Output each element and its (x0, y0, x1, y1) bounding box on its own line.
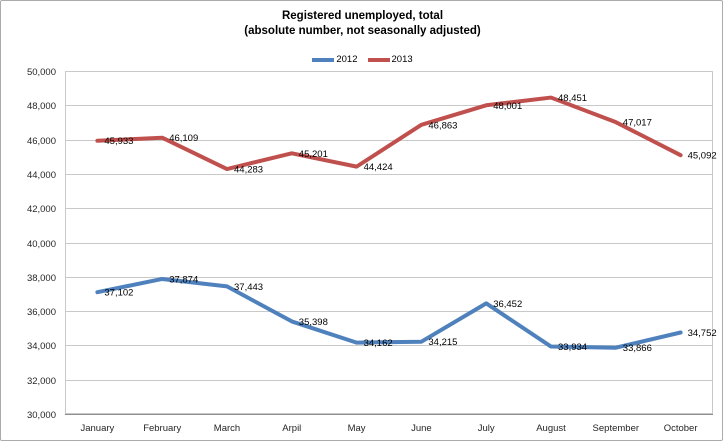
chart-title: Registered unemployed, total (absolute n… (1, 9, 722, 39)
y-axis-tick-label: 32,000 (27, 376, 56, 387)
data-label-2013: 44,424 (364, 162, 393, 173)
legend-label-2012: 2012 (336, 54, 358, 65)
data-label-2012: 37,874 (169, 274, 198, 285)
y-axis-tick-label: 40,000 (27, 239, 56, 250)
y-axis-tick-label: 48,000 (27, 101, 56, 112)
y-axis-tick-label: 34,000 (27, 341, 56, 352)
legend-label-2013: 2013 (391, 54, 413, 65)
data-label-2013: 46,109 (169, 133, 198, 144)
y-axis-tick-label: 36,000 (27, 307, 56, 318)
data-label-2012: 34,752 (688, 328, 717, 339)
legend-item-2013[interactable]: 2013 (367, 54, 413, 65)
y-axis-tick-label: 46,000 (27, 136, 56, 147)
data-label-2013: 44,283 (234, 165, 263, 176)
data-label-2013: 48,001 (493, 101, 522, 112)
data-label-2013: 45,933 (104, 136, 133, 147)
data-label-2012: 33,866 (623, 343, 652, 354)
x-axis-tick-label: January (80, 423, 114, 434)
data-label-2012: 36,452 (493, 299, 522, 310)
series-line-2013[interactable] (95, 95, 683, 172)
x-axis-tick-label: June (411, 423, 432, 434)
plot-area-border (65, 71, 713, 414)
x-axis-tick-label: October (664, 423, 698, 434)
legend-item-2012[interactable]: 2012 (312, 54, 358, 65)
y-axis-tick-label: 30,000 (27, 410, 56, 421)
data-label-2012: 34,162 (364, 338, 393, 349)
chart-title-line1: Registered unemployed, total (281, 10, 444, 22)
chart-title-line2: (absolute number, not seasonally adjuste… (244, 25, 481, 37)
data-label-2013: 47,017 (623, 118, 652, 129)
data-label-2013: 45,201 (299, 149, 328, 160)
y-axis-tick-label: 50,000 (27, 67, 56, 78)
data-label-2013: 48,451 (558, 93, 587, 104)
chart-legend: 2012 2013 (1, 54, 722, 65)
data-label-2013: 46,863 (428, 120, 457, 131)
x-axis-tick-label: August (536, 423, 566, 434)
data-label-2012: 37,102 (104, 288, 133, 299)
x-axis-tick-label: September (593, 423, 639, 434)
x-axis-tick-label: July (478, 423, 495, 434)
data-label-2012: 34,215 (428, 337, 457, 348)
y-axis-tick-label: 44,000 (27, 170, 56, 181)
legend-swatch-2012-icon (312, 57, 335, 62)
x-axis-tick-label: February (143, 423, 181, 434)
y-axis-tick-label: 38,000 (27, 273, 56, 284)
y-axis-tick-label: 42,000 (27, 204, 56, 215)
data-label-2012: 35,398 (299, 317, 328, 328)
x-axis-tick-label: March (214, 423, 240, 434)
data-label-2012: 33,934 (558, 342, 587, 353)
x-axis-tick-label: May (348, 423, 366, 434)
legend-swatch-2013-icon (367, 57, 390, 62)
data-label-2012: 37,443 (234, 282, 263, 293)
series-line-2012[interactable] (95, 276, 683, 350)
data-label-2013: 45,092 (688, 151, 717, 162)
x-axis-tick-label: Arpil (282, 423, 301, 434)
